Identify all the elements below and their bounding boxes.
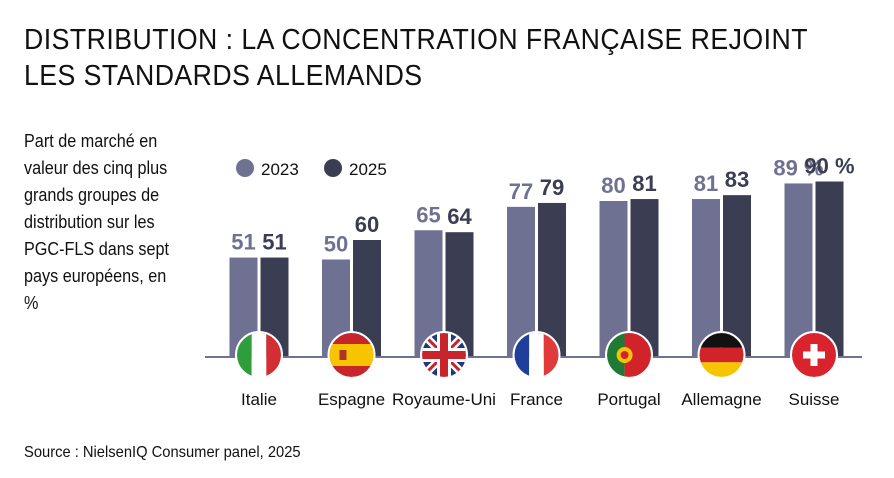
bar-2023-6 bbox=[784, 183, 813, 357]
category-label-5: Allemagne bbox=[681, 390, 761, 409]
legend-label-2025: 2025 bbox=[349, 160, 387, 179]
bar-2023-5 bbox=[692, 199, 720, 357]
category-label-0: Italie bbox=[241, 390, 277, 409]
legend-marker-2025 bbox=[324, 159, 342, 177]
value-label-2025-3: 79 bbox=[540, 175, 564, 200]
category-labels: Italie Espagne Royaume-Uni France Portugal Al… bbox=[241, 390, 839, 409]
legend: 2023 2025 bbox=[236, 159, 387, 179]
value-label-2023-6: 89 % bbox=[773, 155, 823, 180]
uk-flag-icon bbox=[420, 331, 468, 379]
switzerland-flag-icon bbox=[790, 331, 838, 379]
value-label-2025-4: 81 bbox=[632, 171, 656, 196]
germany-flag-icon bbox=[697, 331, 746, 379]
category-label-1: Espagne bbox=[318, 390, 385, 409]
legend-marker-2023 bbox=[236, 159, 254, 177]
value-label-2025-2: 64 bbox=[447, 204, 472, 229]
bar-2025-6 bbox=[815, 181, 844, 357]
bar-2025-5 bbox=[723, 195, 751, 357]
value-label-2023-1: 50 bbox=[324, 232, 348, 257]
bar-2023-4 bbox=[599, 201, 628, 357]
bars-group: 51 51 50 60 65 64 77 79 80 81 81 83 89 %90 % bbox=[205, 154, 862, 358]
value-label-2025-6: 90 % bbox=[804, 154, 854, 179]
value-label-2025-1: 60 bbox=[355, 212, 379, 237]
category-label-3: France bbox=[510, 390, 563, 409]
value-label-2023-4: 80 bbox=[601, 173, 625, 198]
category-label-2: Royaume-Uni bbox=[392, 390, 496, 409]
bar-2025-4 bbox=[630, 199, 659, 357]
chart-source: Source : NielsenIQ Consumer panel, 2025 bbox=[24, 444, 301, 461]
france-flag-icon bbox=[512, 331, 561, 379]
value-label-2025-5: 83 bbox=[725, 167, 749, 192]
category-label-6: Suisse bbox=[788, 390, 839, 409]
legend-label-2023: 2023 bbox=[261, 160, 299, 179]
category-label-4: Portugal bbox=[597, 390, 660, 409]
value-label-2023-2: 65 bbox=[416, 202, 440, 227]
flags-group bbox=[235, 331, 838, 379]
value-label-2023-0: 51 bbox=[231, 230, 255, 255]
value-label-2023-3: 77 bbox=[509, 179, 533, 204]
value-label-2025-0: 51 bbox=[262, 230, 286, 255]
spain-flag-icon bbox=[327, 331, 376, 379]
chart-title-line-2: LES STANDARDS ALLEMANDS bbox=[24, 60, 423, 92]
chart-title: DISTRIBUTION : LA CONCENTRATION FRANÇAIS… bbox=[24, 22, 815, 94]
chart-title-line-1: DISTRIBUTION : LA CONCENTRATION FRANÇAIS… bbox=[24, 24, 808, 56]
italy-flag-icon bbox=[235, 331, 283, 379]
portugal-flag-icon bbox=[605, 331, 653, 379]
bar-2025-3 bbox=[538, 202, 566, 357]
value-label-2023-5: 81 bbox=[694, 171, 718, 196]
chart-subtitle: Part de marché en valeur des cinq plus g… bbox=[24, 131, 169, 313]
